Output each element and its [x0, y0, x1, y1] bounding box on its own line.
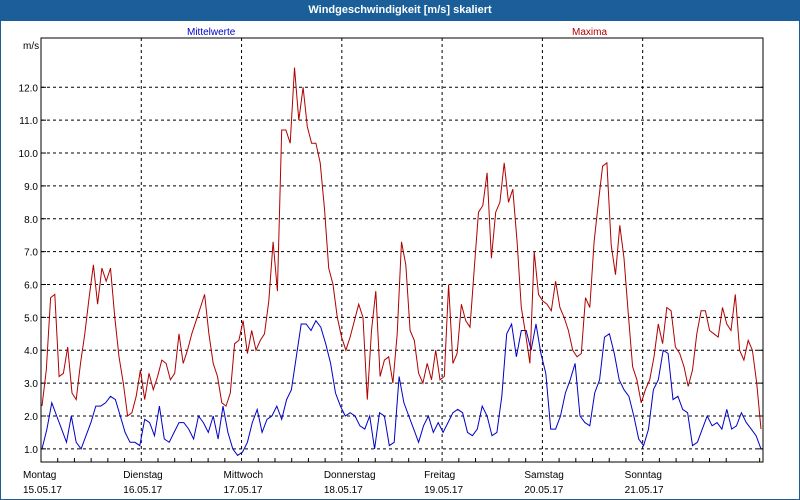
x-date-label: 19.05.17 [424, 485, 463, 496]
x-date-label: 16.05.17 [123, 485, 162, 496]
x-day-label: Donnerstag [324, 470, 376, 481]
y-tick-label: 1.0 [24, 445, 38, 456]
x-day-label: Montag [23, 470, 56, 481]
y-tick-label: 12.0 [19, 83, 39, 94]
y-axis-unit: m/s [23, 41, 39, 52]
y-tick-label: 3.0 [24, 379, 38, 390]
chart-title: Windgeschwindigkeit [m/s] skaliert [1, 1, 799, 21]
x-date-label: 20.05.17 [524, 485, 563, 496]
series-lines [41, 67, 762, 457]
x-day-label: Samstag [524, 470, 563, 481]
y-tick-label: 11.0 [19, 116, 38, 127]
x-day-label: Freitag [424, 470, 455, 481]
y-tick-label: 9.0 [24, 182, 38, 193]
plot-area [40, 37, 764, 463]
x-date-label: 18.05.17 [324, 485, 363, 496]
legend-mittelwerte: Mittelwerte [187, 27, 236, 38]
series-line-maxima [41, 67, 762, 430]
series-line-mittelwerte [41, 319, 762, 457]
y-tick-label: 4.0 [24, 346, 38, 357]
x-date-label: 17.05.17 [224, 485, 263, 496]
legend-maxima: Maxima [572, 27, 607, 38]
y-axis: m/s 1.0 2.0 3.0 4.0 5.0 6.0 7.0 8.0 9.0 10.0 11.0 1… [19, 41, 763, 456]
x-day-label: Mittwoch [224, 470, 263, 481]
x-axis: Montag 15.05.17 Dienstag 16.05.17 Mittwoch 17… [23, 458, 761, 496]
y-tick-label: 2.0 [24, 412, 38, 423]
y-tick-label: 5.0 [24, 313, 38, 324]
x-date-label: 21.05.17 [625, 485, 664, 496]
y-tick-label: 6.0 [24, 281, 38, 292]
x-day-label: Sonntag [625, 470, 662, 481]
x-date-label: 15.05.17 [23, 485, 62, 496]
y-tick-label: 10.0 [19, 149, 39, 160]
grid [41, 38, 763, 462]
y-tick-label: 8.0 [24, 215, 38, 226]
x-day-label: Dienstag [123, 470, 162, 481]
y-tick-label: 7.0 [24, 248, 38, 259]
